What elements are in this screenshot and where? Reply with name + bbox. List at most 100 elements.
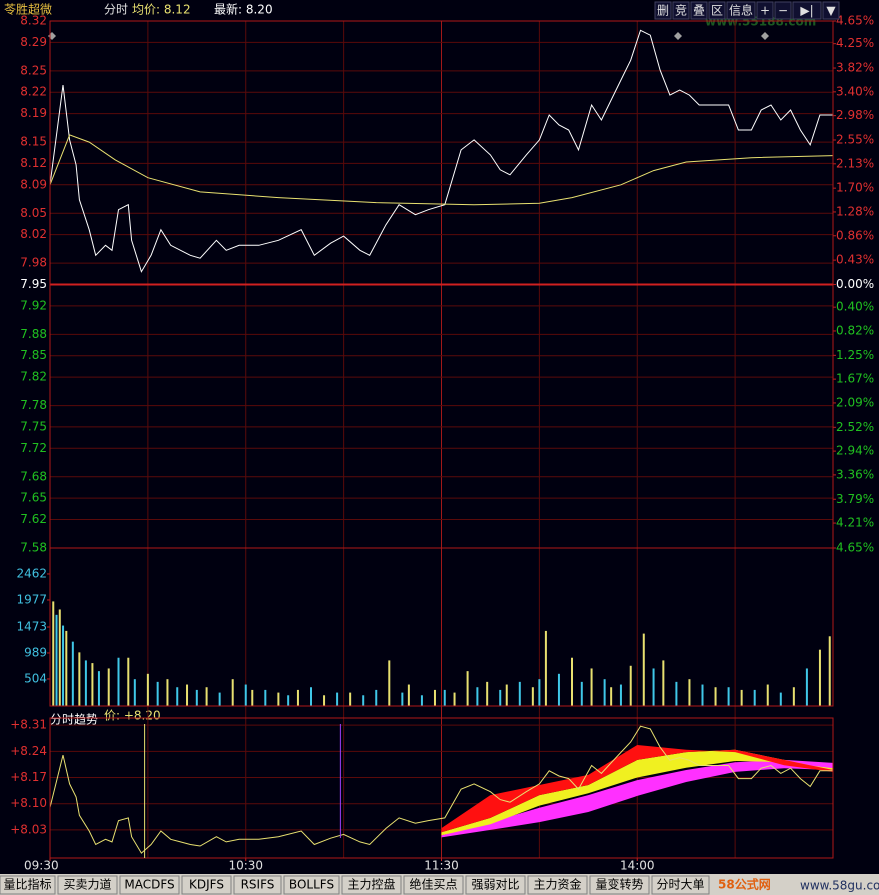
tab-label[interactable]: 分时大单 [656,878,704,892]
tab[interactable] [283,875,340,895]
y2-tick-label: 3.40% [836,84,874,98]
toolbar-label[interactable]: 信息 [729,3,753,18]
volume-bar [538,679,541,706]
toolbar-button[interactable] [756,1,774,20]
tab-label[interactable]: 强弱对比 [471,878,519,892]
y-tick-label: 7.72 [20,441,47,455]
volume-bar [375,689,378,706]
toolbar-button[interactable] [774,1,792,20]
volume-bar [580,681,583,706]
volume-bar [675,681,678,706]
y-tick-label: 8.12 [20,156,47,170]
toolbar-label[interactable]: 删 [657,4,669,18]
tab[interactable] [233,875,282,895]
y2-tick-label: 2.09% [836,395,874,409]
volume-bar [117,657,120,706]
volume-bar [97,671,100,706]
toolbar-label[interactable]: − [778,4,788,18]
volume-bar [62,625,65,706]
toolbar-button[interactable] [654,1,672,20]
y-tick-label: 7.98 [20,256,47,270]
volume-bar [740,689,743,706]
tab[interactable] [651,875,710,895]
volume-bar [296,689,299,706]
y2-tick-label: 4.65% [836,14,874,28]
tab[interactable] [341,875,402,895]
volume-bar [629,665,632,706]
toolbar-button[interactable] [690,1,708,20]
tab-label[interactable]: KDJFS [189,878,224,892]
volume-bar [84,660,87,706]
tab[interactable] [403,875,464,895]
volume-bar [277,692,280,706]
tab-label[interactable]: 量变转势 [595,877,643,892]
toolbar-label[interactable]: ▼ [826,4,836,18]
tab-label[interactable]: BOLLFS [289,878,334,892]
volume-bar [499,689,502,706]
tab-label[interactable]: RSIFS [241,878,275,892]
tab-label[interactable]: MACDFS [124,878,174,892]
volume-bar [362,695,365,706]
tab-label[interactable]: 买卖力道 [63,878,111,892]
toolbar-button[interactable] [672,1,690,20]
tab-label[interactable]: 主力资金 [533,877,581,892]
volume-bar [420,695,423,706]
tab[interactable] [181,875,232,895]
last-price: 最新: 8.20 [214,2,273,17]
volume-bar [453,692,456,706]
volume-bar [231,679,234,706]
tab[interactable] [527,875,588,895]
y2-tick-label: 0.86% [836,228,874,242]
toolbar-button[interactable] [726,1,756,20]
volume-bar [146,673,149,706]
toolbar-label[interactable]: 区 [711,4,723,18]
volume-bar [642,633,645,706]
toolbar-label[interactable]: + [760,4,770,18]
tab-label[interactable]: 主力控盘 [347,877,395,892]
volume-bar [652,668,655,706]
volume-bar [476,687,479,706]
volume-bar [287,695,290,706]
y2-tick-label: 3.79% [836,492,874,506]
y2-tick-label: 0.43% [836,253,874,267]
tab[interactable] [465,875,526,895]
y-tick-label: 8.22 [20,85,47,99]
volume-bar [619,684,622,706]
volume-bar [407,684,410,706]
toolbar-button[interactable] [708,1,726,20]
marker [761,32,769,40]
indicator-title: 分时趋势 [50,713,98,727]
toolbar-label[interactable]: ▶| [800,4,813,18]
volume-bar [486,681,489,706]
toolbar-label[interactable]: 叠 [693,4,705,18]
tab-label[interactable]: 量比指标 [3,877,51,892]
tab[interactable] [57,875,118,895]
tab-label[interactable]: 绝佳买点 [409,877,457,892]
volume-bar [401,692,404,706]
toolbar-label[interactable]: 竞 [675,4,687,18]
tab[interactable] [589,875,650,895]
y-tick-label: 8.02 [20,227,47,241]
volume-bar [701,684,704,706]
volume-bar [688,679,691,706]
y2-tick-label: 0.40% [836,300,874,314]
volume-bar [531,687,534,706]
y-tick-label: 7.88 [20,327,47,341]
volume-bar [505,684,508,706]
volume-bar [78,652,81,706]
y-tick-label: 989 [24,645,47,659]
y-tick-label: +8.17 [10,770,47,784]
tab[interactable] [0,875,56,895]
toolbar-button[interactable] [822,1,840,20]
y-tick-label: +8.31 [10,718,47,732]
panel-frame [49,717,834,859]
volume-bar [727,687,730,706]
volume-bar [779,692,782,706]
tab[interactable] [119,875,180,895]
toolbar-button[interactable] [792,1,822,20]
y2-tick-label: 0.82% [836,323,874,337]
y-tick-label: 1977 [16,592,47,606]
trend-band [441,749,833,836]
